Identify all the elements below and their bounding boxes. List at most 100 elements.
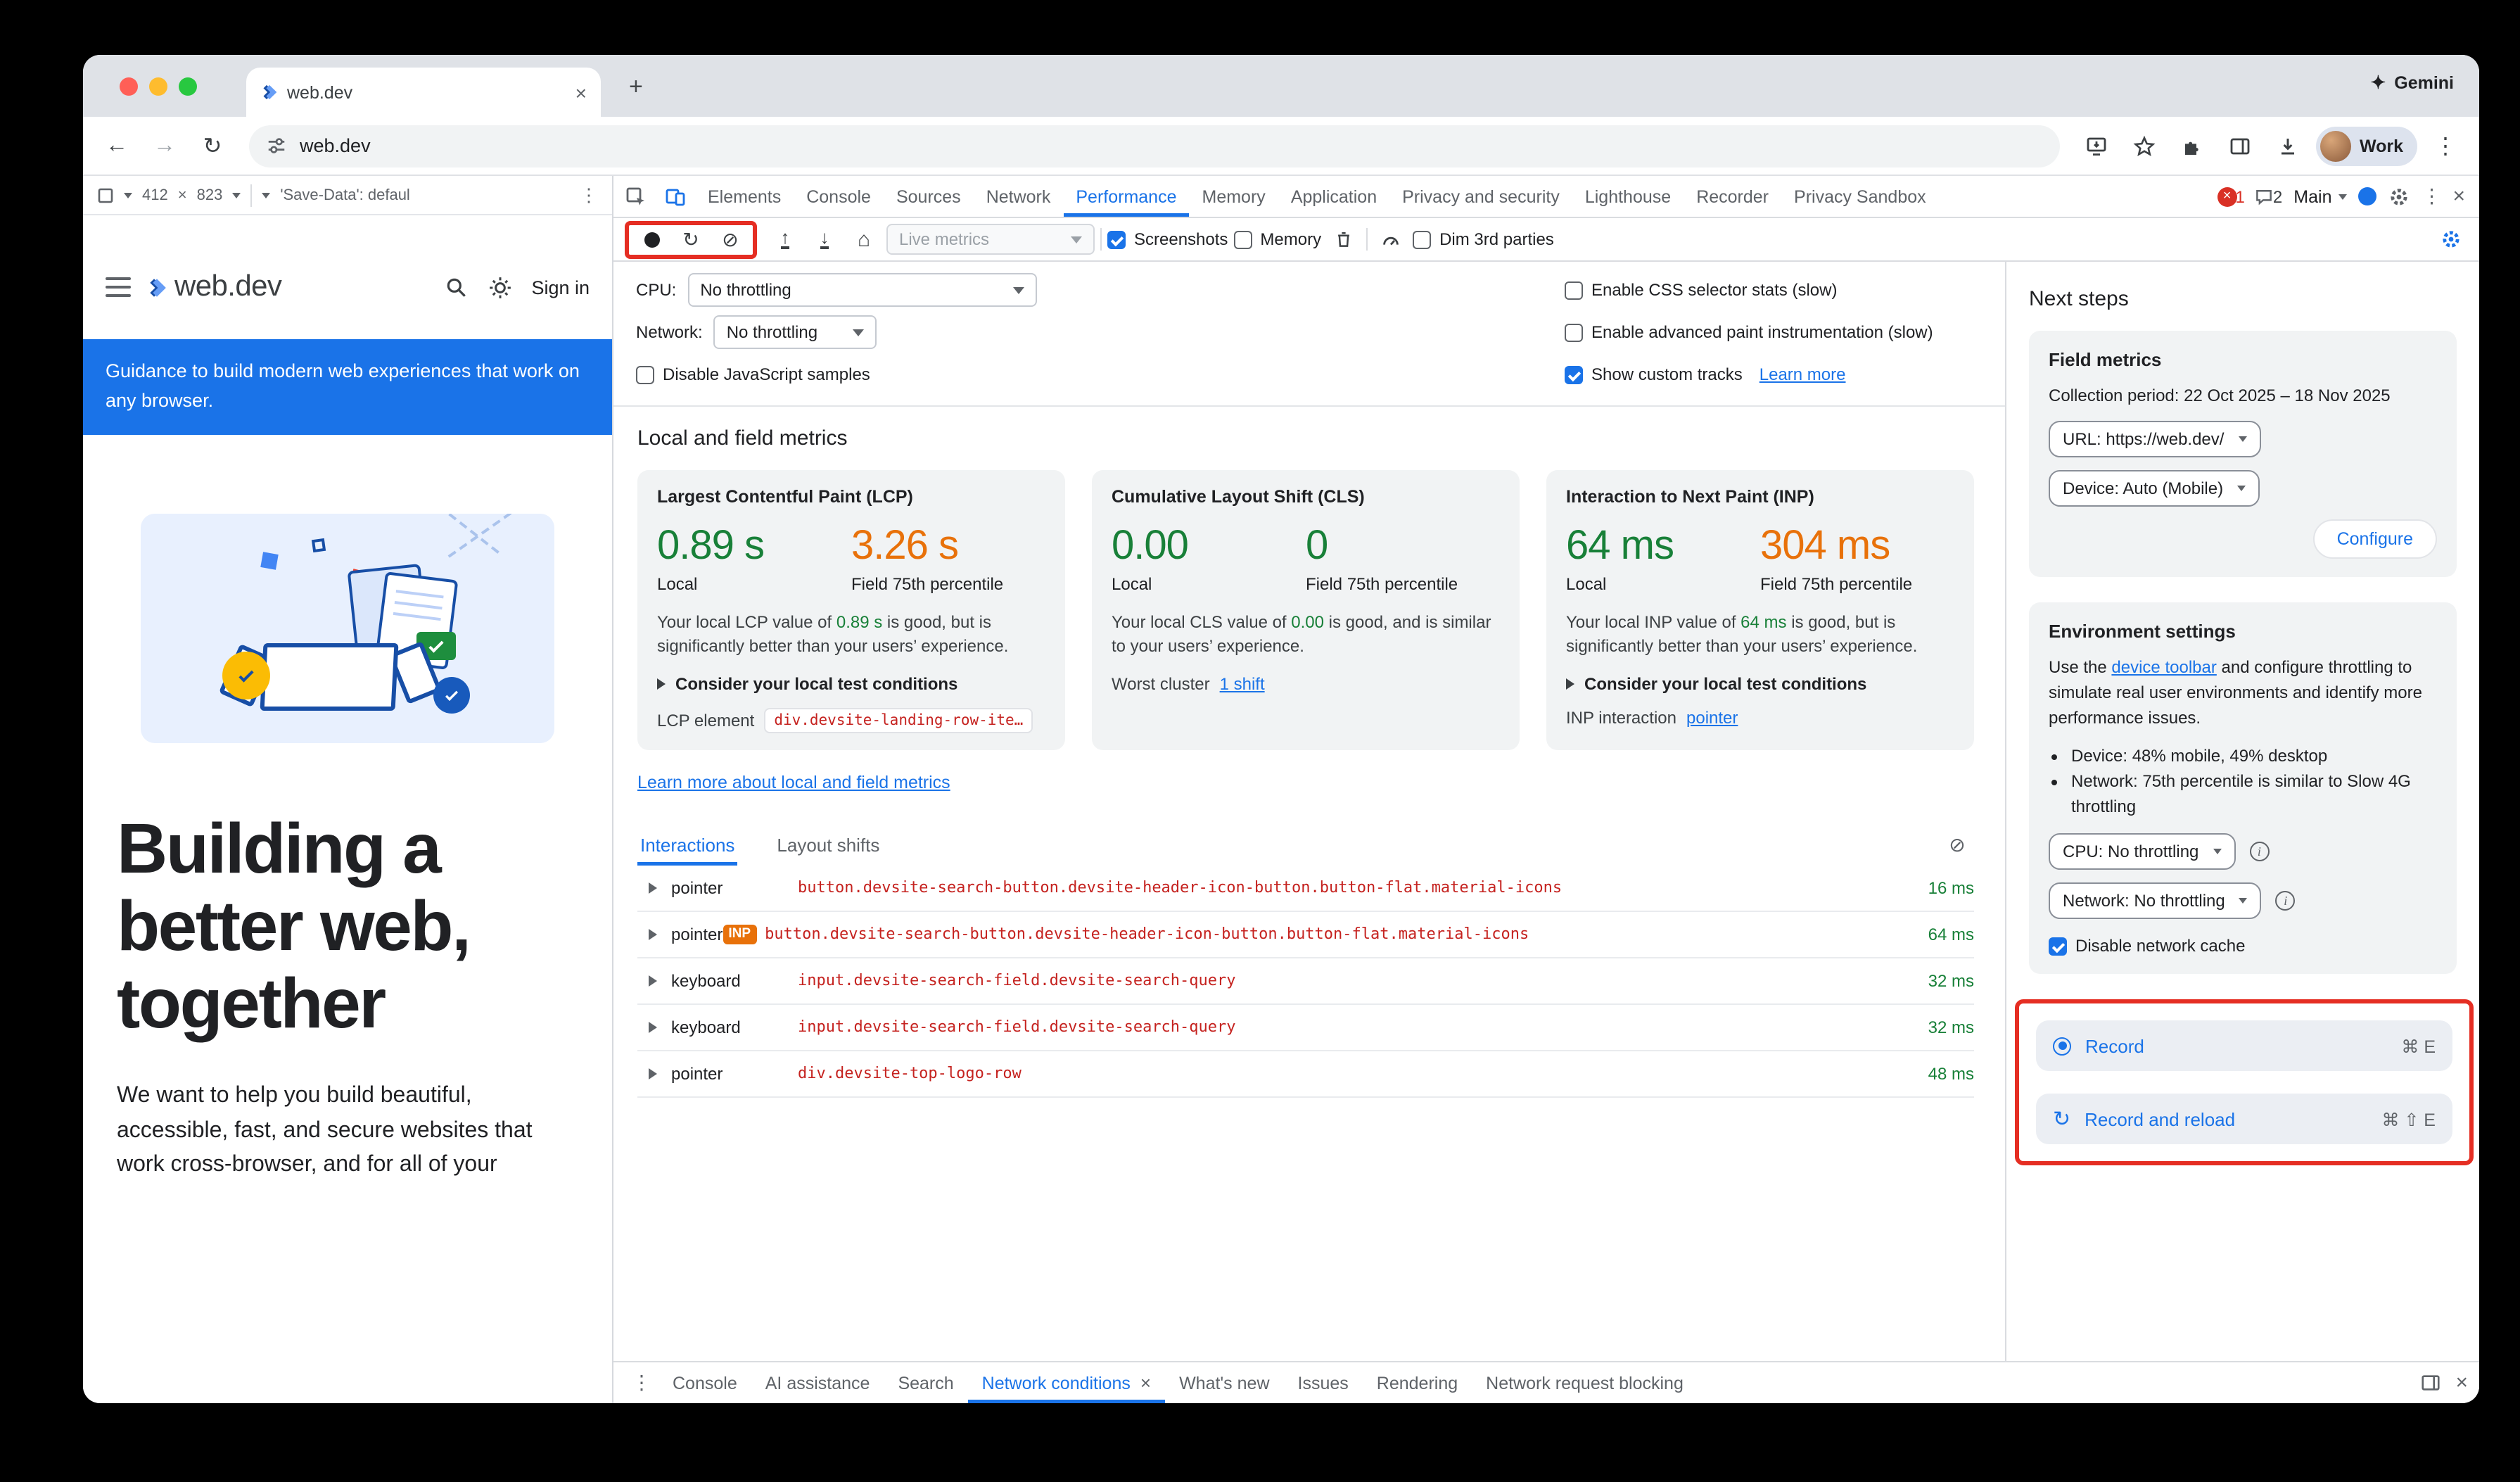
new-tab-button[interactable]: +	[629, 73, 643, 100]
device-height[interactable]: 823	[196, 186, 223, 203]
devtools-menu-icon[interactable]: ⋮	[2422, 184, 2442, 207]
interaction-row[interactable]: pointer button.devsite-search-button.dev…	[637, 866, 1974, 912]
chevron-right-icon[interactable]	[649, 882, 657, 894]
device-toolbar-toggle-icon[interactable]	[656, 176, 695, 217]
lcp-expander[interactable]: Consider your local test conditions	[657, 674, 1045, 694]
interaction-row[interactable]: pointer div.devsite-top-logo-row 48 ms	[637, 1051, 1974, 1098]
interaction-target-link[interactable]: input.devsite-search-field.devsite-searc…	[798, 971, 1236, 990]
chevron-right-icon[interactable]	[649, 1021, 657, 1033]
load-profile-icon[interactable]: ↑	[768, 222, 802, 256]
inp-interaction-link[interactable]: pointer	[1686, 707, 1738, 728]
devtools-settings-gear-icon[interactable]	[2388, 185, 2410, 208]
network-throttle-gauge-icon[interactable]	[1373, 222, 1407, 256]
interaction-target-link[interactable]: button.devsite-search-button.devsite-hea…	[765, 925, 1529, 944]
tab-close-icon[interactable]: ×	[575, 81, 587, 103]
tab-privacy-sandbox[interactable]: Privacy Sandbox	[1794, 186, 1926, 206]
dock-side-icon[interactable]	[2420, 1372, 2441, 1393]
record-icon[interactable]	[635, 222, 668, 256]
close-window-button[interactable]	[120, 77, 138, 96]
memory-checkbox[interactable]: Memory	[1233, 229, 1321, 249]
live-metrics-home-icon[interactable]: ⌂	[857, 227, 871, 251]
site-logo[interactable]: web.dev	[145, 270, 282, 304]
configure-button[interactable]: Configure	[2312, 519, 2437, 559]
browser-menu-icon[interactable]: ⋮	[2434, 134, 2457, 158]
learn-metrics-link[interactable]: Learn more about local and field metrics	[637, 772, 950, 792]
drawer-tab-ai-assistance[interactable]: AI assistance	[765, 1373, 870, 1393]
search-icon[interactable]	[444, 275, 468, 299]
back-button[interactable]: ←	[106, 133, 128, 157]
chevron-right-icon[interactable]	[649, 1068, 657, 1079]
inspect-element-icon[interactable]	[616, 176, 656, 217]
interaction-target-link[interactable]: button.devsite-search-button.devsite-hea…	[798, 878, 1563, 897]
address-bar[interactable]: web.dev	[249, 125, 2060, 167]
downloads-icon[interactable]	[2268, 126, 2308, 165]
reload-button[interactable]: ↻	[203, 134, 222, 158]
drawer-tab-console[interactable]: Console	[673, 1373, 737, 1393]
worst-cluster-link[interactable]: 1 shift	[1219, 673, 1265, 694]
drawer-tab-rendering[interactable]: Rendering	[1376, 1373, 1458, 1393]
tab-elements[interactable]: Elements	[708, 186, 782, 206]
device-throttle-value[interactable]: 'Save-Data': defaul	[280, 186, 410, 203]
drawer-tab-search[interactable]: Search	[898, 1373, 954, 1393]
tab-recorder[interactable]: Recorder	[1696, 186, 1769, 206]
info-icon[interactable]: i	[2275, 891, 2296, 911]
profile-button[interactable]: Work	[2315, 126, 2417, 165]
field-device-select[interactable]: Device: Auto (Mobile)	[2049, 470, 2260, 507]
save-profile-icon[interactable]: ↓	[808, 222, 841, 256]
network-throttling-select[interactable]: No throttling	[713, 315, 877, 349]
drawer-tab-whats-new[interactable]: What's new	[1179, 1373, 1270, 1393]
dimensions-icon[interactable]	[97, 186, 114, 203]
history-select[interactable]: Live metrics	[886, 224, 1095, 255]
device-toolbar-link[interactable]: device toolbar	[2111, 657, 2217, 677]
lcp-element-link[interactable]: div.devsite-landing-row-ite…	[764, 707, 1033, 733]
disable-js-samples-checkbox[interactable]: Disable JavaScript samples	[636, 365, 870, 384]
theme-toggle-sun-icon[interactable]	[488, 275, 511, 299]
tab-performance[interactable]: Performance	[1063, 176, 1189, 217]
chevron-right-icon[interactable]	[649, 975, 657, 987]
screenshots-checkbox[interactable]: Screenshots	[1107, 229, 1228, 249]
forward-button[interactable]: →	[153, 133, 176, 157]
install-page-icon[interactable]	[2077, 126, 2116, 165]
drawer-tab-network-request-blocking[interactable]: Network request blocking	[1486, 1373, 1684, 1393]
interaction-row[interactable]: keyboard input.devsite-search-field.devs…	[637, 1005, 1974, 1051]
info-icon[interactable]: i	[2249, 842, 2270, 861]
paint-instrumentation-checkbox[interactable]: Enable advanced paint instrumentation (s…	[1565, 322, 1933, 342]
zoom-window-button[interactable]	[179, 77, 197, 96]
panel-settings-gear-icon[interactable]	[2434, 222, 2468, 256]
collect-garbage-icon[interactable]	[1327, 222, 1361, 256]
tab-sources[interactable]: Sources	[896, 186, 961, 206]
record-and-reload-button[interactable]: ↻ Record and reload ⌘ ⇧ E	[2036, 1094, 2452, 1144]
tab-memory[interactable]: Memory	[1202, 186, 1266, 206]
chevron-right-icon[interactable]	[649, 928, 657, 940]
custom-tracks-checkbox[interactable]: Show custom tracks	[1565, 365, 1743, 384]
record-button[interactable]: Record ⌘ E	[2036, 1020, 2452, 1071]
device-toolbar-more-icon[interactable]: ⋮	[580, 184, 598, 205]
site-settings-tune-icon[interactable]	[266, 135, 287, 156]
disable-cache-checkbox[interactable]: Disable network cache	[2049, 936, 2437, 956]
devtools-close-icon[interactable]: ×	[2452, 184, 2465, 208]
interaction-target-link[interactable]: input.devsite-search-field.devsite-searc…	[798, 1018, 1236, 1037]
sign-in-link[interactable]: Sign in	[531, 277, 590, 298]
zoom-caret-icon[interactable]	[232, 192, 241, 198]
error-badge[interactable]: × 1 2	[2217, 186, 2282, 206]
menu-icon[interactable]	[106, 277, 131, 297]
interaction-row[interactable]: pointer INP button.devsite-search-button…	[637, 912, 1974, 958]
env-network-select[interactable]: Network: No throttling	[2049, 882, 2262, 919]
record-and-reload-icon[interactable]: ↻	[682, 227, 699, 250]
close-drawer-tab-icon[interactable]: ×	[1140, 1372, 1152, 1393]
minimize-window-button[interactable]	[149, 77, 167, 96]
interaction-target-link[interactable]: div.devsite-top-logo-row	[798, 1064, 1022, 1083]
bookmark-star-icon[interactable]	[2125, 126, 2164, 165]
throttle-caret-icon[interactable]	[262, 192, 271, 198]
field-url-select[interactable]: URL: https://web.dev/	[2049, 421, 2261, 457]
interaction-row[interactable]: keyboard input.devsite-search-field.devs…	[637, 958, 1974, 1005]
drawer-tab-issues[interactable]: Issues	[1297, 1373, 1349, 1393]
gemini-button[interactable]: ✦ Gemini	[2370, 72, 2454, 94]
learn-more-link[interactable]: Learn more	[1759, 365, 1846, 384]
extensions-icon[interactable]	[2172, 126, 2212, 165]
tab-privacy-security[interactable]: Privacy and security	[1402, 186, 1560, 206]
dimensions-caret-icon[interactable]	[124, 192, 132, 198]
drawer-tab-network-conditions[interactable]: Network conditions ×	[968, 1362, 1165, 1403]
clear-icon[interactable]: ⊘	[722, 227, 739, 250]
browser-tab[interactable]: web.dev ×	[246, 68, 601, 117]
